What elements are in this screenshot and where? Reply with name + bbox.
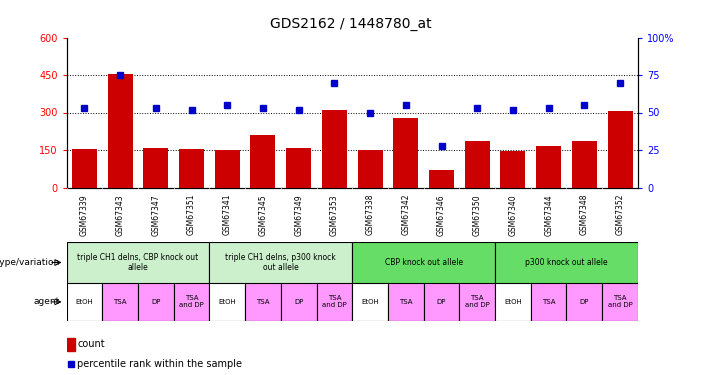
Text: GSM67353: GSM67353 [330,194,339,236]
Text: DP: DP [580,299,589,305]
Text: DP: DP [151,299,161,305]
Text: triple CH1 delns, CBP knock out
allele: triple CH1 delns, CBP knock out allele [77,253,198,272]
Text: GSM67345: GSM67345 [259,194,268,236]
Bar [536,146,561,188]
Bar [102,283,138,321]
Text: GSM67350: GSM67350 [472,194,482,236]
Text: GSM67346: GSM67346 [437,194,446,236]
Text: GSM67343: GSM67343 [116,194,125,236]
Bar [174,283,210,321]
Bar [322,110,347,188]
Text: EtOH: EtOH [504,299,522,305]
Bar [67,242,210,283]
Bar [501,151,526,188]
Bar [210,242,352,283]
Text: TSA
and DP: TSA and DP [608,296,632,308]
Text: EtOH: EtOH [219,299,236,305]
Bar [429,170,454,188]
Bar [566,283,602,321]
Text: GSM67349: GSM67349 [294,194,304,236]
Text: GSM67340: GSM67340 [508,194,517,236]
Bar [602,283,638,321]
Text: DP: DP [294,299,304,305]
Bar [393,117,418,188]
Bar [67,338,75,351]
Bar [286,147,311,188]
Text: EtOH: EtOH [361,299,379,305]
Bar [210,283,245,321]
Bar [388,283,423,321]
Bar [352,283,388,321]
Text: GSM67342: GSM67342 [401,194,410,236]
Bar [459,283,495,321]
Text: GSM67339: GSM67339 [80,194,89,236]
Bar [495,283,531,321]
Bar [352,242,495,283]
Bar [72,149,97,188]
Bar [358,150,383,188]
Text: count: count [77,339,104,349]
Text: GSM67344: GSM67344 [544,194,553,236]
Text: triple CH1 delns, p300 knock
out allele: triple CH1 delns, p300 knock out allele [226,253,336,272]
Bar [67,283,102,321]
Bar [495,242,638,283]
Text: TSA: TSA [542,299,555,305]
Text: CBP knock out allele: CBP knock out allele [385,258,463,267]
Text: TSA: TSA [257,299,270,305]
Text: GDS2162 / 1448780_at: GDS2162 / 1448780_at [270,17,431,31]
Bar [531,283,566,321]
Text: GSM67352: GSM67352 [615,194,625,236]
Text: TSA
and DP: TSA and DP [465,296,489,308]
Text: p300 knock out allele: p300 knock out allele [525,258,608,267]
Text: GSM67347: GSM67347 [151,194,161,236]
Text: GSM67351: GSM67351 [187,194,196,236]
Bar [250,135,275,188]
Bar [465,141,490,188]
Bar [423,283,459,321]
Text: GSM67341: GSM67341 [223,194,232,236]
Bar [144,147,168,188]
Bar [317,283,352,321]
Bar [608,111,632,188]
Bar [245,283,281,321]
Bar [281,283,317,321]
Text: TSA: TSA [399,299,413,305]
Bar [108,74,132,188]
Bar [138,283,174,321]
Text: GSM67348: GSM67348 [580,194,589,236]
Bar [179,149,204,188]
Text: TSA
and DP: TSA and DP [322,296,347,308]
Text: EtOH: EtOH [76,299,93,305]
Text: genotype/variation: genotype/variation [0,258,60,267]
Text: GSM67338: GSM67338 [366,194,374,236]
Bar [215,150,240,188]
Text: DP: DP [437,299,447,305]
Bar [572,141,597,188]
Text: TSA
and DP: TSA and DP [179,296,204,308]
Text: agent: agent [34,297,60,306]
Text: TSA: TSA [114,299,127,305]
Text: percentile rank within the sample: percentile rank within the sample [77,359,242,369]
